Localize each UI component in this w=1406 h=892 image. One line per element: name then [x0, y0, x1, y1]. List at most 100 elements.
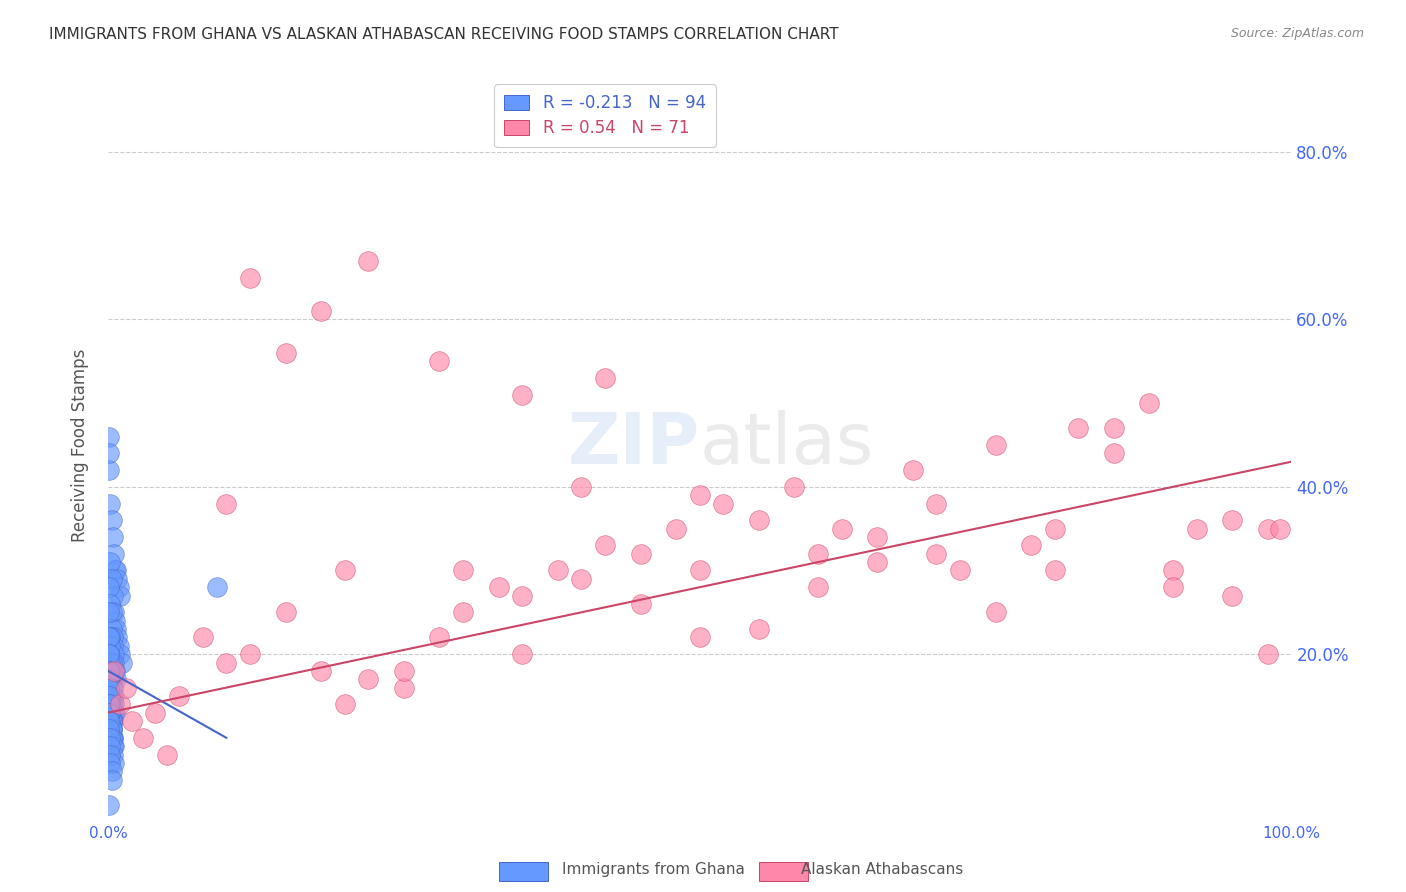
Point: [98, 723, 121, 737]
Y-axis label: Receiving Food Stamps: Receiving Food Stamps: [72, 348, 89, 541]
Point: [107, 580, 129, 594]
Point: [98, 631, 121, 645]
Point: [866, 530, 889, 544]
Point: [98, 706, 121, 720]
Point: [98, 714, 121, 728]
Point: [98, 664, 121, 678]
Point: [107, 631, 129, 645]
Point: [488, 580, 510, 594]
Point: [274, 605, 297, 619]
Point: [1268, 522, 1291, 536]
Point: [101, 714, 124, 728]
Point: [1043, 522, 1066, 536]
Point: [98, 681, 121, 695]
Point: [143, 706, 166, 720]
Point: [103, 605, 125, 619]
Point: [98, 580, 121, 594]
Point: [105, 622, 128, 636]
Point: [451, 564, 474, 578]
Point: [569, 480, 592, 494]
Point: [98, 689, 121, 703]
Point: [630, 597, 652, 611]
Point: [104, 564, 127, 578]
Point: [104, 664, 127, 678]
Point: [713, 497, 735, 511]
Point: [333, 698, 356, 712]
Point: [1161, 564, 1184, 578]
Point: [98, 689, 121, 703]
Point: [593, 371, 616, 385]
Point: [98, 672, 121, 686]
Point: [132, 731, 155, 745]
Point: [205, 580, 228, 594]
Point: [107, 572, 129, 586]
Point: [98, 747, 121, 762]
Point: [98, 731, 121, 745]
Point: [100, 622, 122, 636]
Point: [101, 639, 124, 653]
Point: [108, 647, 131, 661]
Point: [831, 522, 853, 536]
Point: [1220, 513, 1243, 527]
Point: [689, 631, 711, 645]
Point: [239, 647, 262, 661]
Point: [783, 480, 806, 494]
Point: [101, 731, 124, 745]
Point: [984, 605, 1007, 619]
Point: [427, 631, 450, 645]
Point: [111, 656, 134, 670]
Text: ZIP: ZIP: [568, 410, 700, 480]
Point: [925, 547, 948, 561]
Point: [901, 463, 924, 477]
Point: [1019, 538, 1042, 552]
Point: [100, 714, 122, 728]
Point: [98, 647, 121, 661]
Point: [1220, 589, 1243, 603]
Point: [1067, 421, 1090, 435]
Point: [108, 698, 131, 712]
Point: [98, 664, 121, 678]
Point: [104, 706, 127, 720]
Point: [100, 731, 122, 745]
Point: [103, 756, 125, 770]
Point: [569, 572, 592, 586]
Point: [239, 270, 262, 285]
Point: [103, 664, 125, 678]
Point: [104, 614, 127, 628]
Point: [98, 706, 121, 720]
Text: Alaskan Athabascans: Alaskan Athabascans: [801, 863, 963, 877]
Point: [103, 739, 125, 754]
Point: [114, 681, 136, 695]
Point: [689, 488, 711, 502]
Point: [1102, 421, 1125, 435]
Point: [100, 689, 122, 703]
Point: [97, 797, 120, 812]
Point: [98, 706, 121, 720]
Point: [100, 764, 122, 779]
Point: [392, 681, 415, 695]
Point: [98, 429, 121, 443]
Point: [100, 723, 122, 737]
Point: [103, 698, 125, 712]
Point: [510, 589, 533, 603]
Point: [103, 647, 125, 661]
Point: [103, 547, 125, 561]
Point: [98, 706, 121, 720]
Point: [167, 689, 190, 703]
Point: [1102, 446, 1125, 460]
Point: [98, 605, 121, 619]
Point: [107, 639, 129, 653]
Point: [630, 547, 652, 561]
Point: [105, 672, 128, 686]
Point: [984, 438, 1007, 452]
Point: [100, 656, 122, 670]
Point: [593, 538, 616, 552]
Point: [100, 664, 122, 678]
Point: [100, 572, 122, 586]
Point: [108, 589, 131, 603]
Point: [333, 564, 356, 578]
Point: [100, 513, 122, 527]
Point: [309, 304, 332, 318]
Point: [101, 681, 124, 695]
Point: [547, 564, 569, 578]
